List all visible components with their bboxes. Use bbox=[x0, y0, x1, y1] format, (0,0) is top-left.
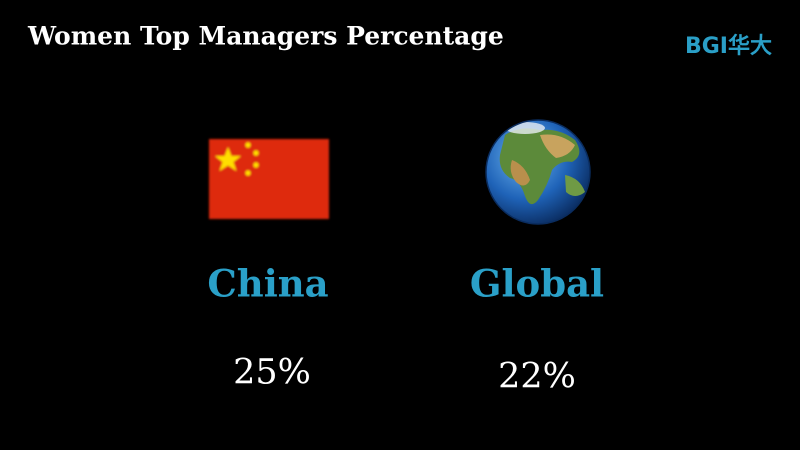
value: 22% bbox=[498, 357, 576, 397]
china-flag bbox=[209, 139, 329, 219]
value: 25% bbox=[233, 353, 311, 393]
label: Global bbox=[470, 262, 604, 306]
logo: BGI华大 bbox=[685, 33, 772, 59]
title: Women Top Managers Percentage bbox=[27, 22, 504, 51]
label: China bbox=[207, 262, 328, 306]
globe bbox=[485, 119, 591, 225]
